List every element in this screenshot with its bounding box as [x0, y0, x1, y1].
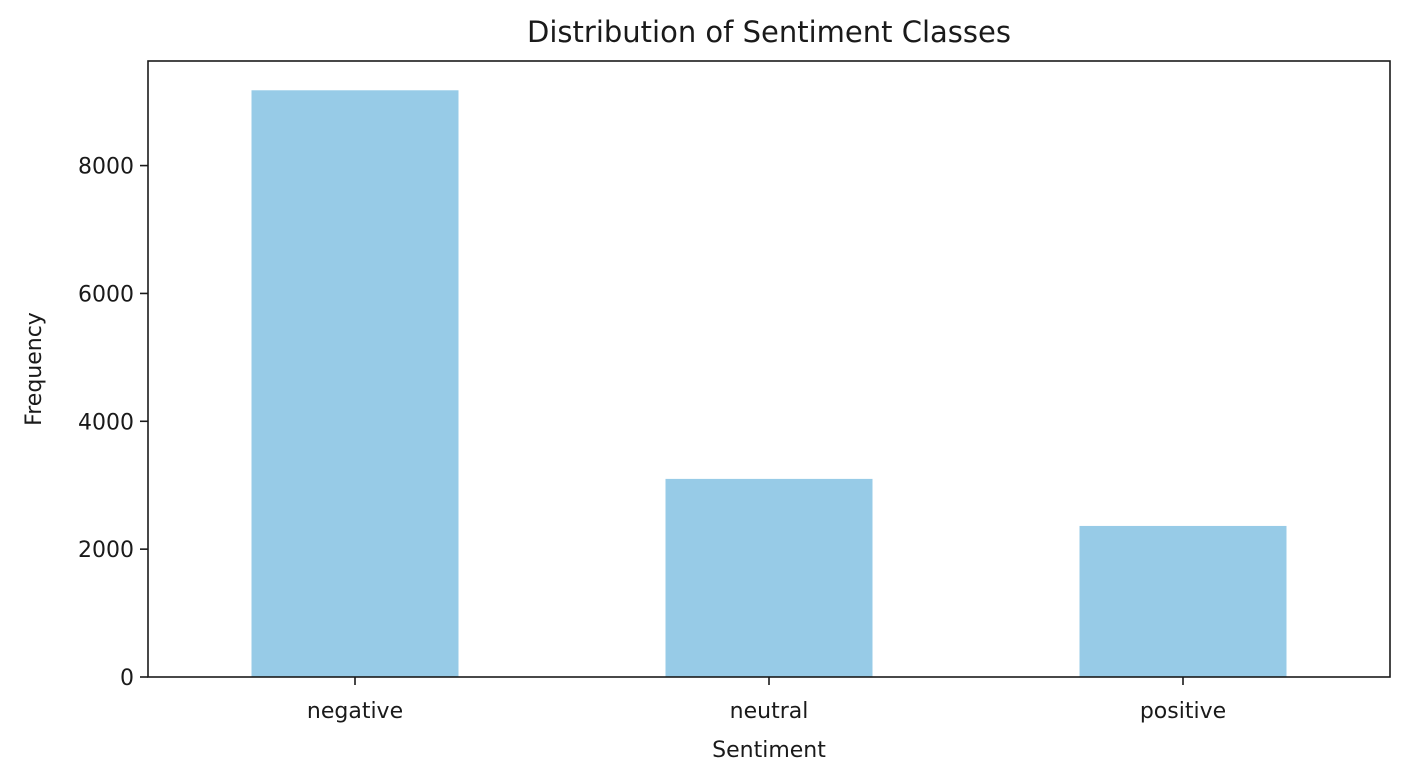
- y-tick-label: 8000: [78, 155, 134, 180]
- y-axis-ticks: 0 2000 4000 6000 8000: [78, 155, 148, 691]
- bars-group: [251, 90, 1287, 677]
- chart-title: Distribution of Sentiment Classes: [527, 15, 1011, 49]
- x-tick-label-positive: positive: [1140, 699, 1226, 724]
- y-tick-label: 6000: [78, 282, 134, 307]
- y-axis-label: Frequency: [22, 312, 47, 426]
- x-tick-label-neutral: neutral: [730, 699, 809, 724]
- x-tick-label-negative: negative: [307, 699, 403, 724]
- x-axis-label: Sentiment: [712, 738, 826, 763]
- y-tick-label: 0: [120, 666, 134, 691]
- bar-negative: [251, 90, 459, 677]
- x-axis-ticks: negative neutral positive: [307, 677, 1226, 724]
- bar-neutral: [665, 478, 873, 677]
- y-tick-label: 4000: [78, 410, 134, 435]
- y-tick-label: 2000: [78, 538, 134, 563]
- bar-positive: [1079, 525, 1287, 677]
